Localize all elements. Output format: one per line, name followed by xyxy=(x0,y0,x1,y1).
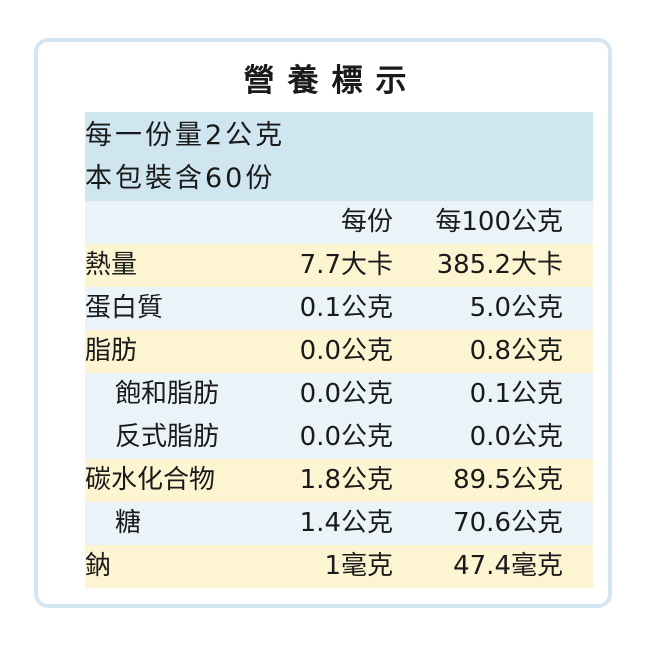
value-per-serving: 1.8公克 xyxy=(299,465,393,495)
value-per-100g: 0.8公克 xyxy=(469,336,563,366)
value-per-serving: 0.0公克 xyxy=(299,336,393,366)
nutrient-row-saturated-fat: 飽和脂肪 0.0公克 0.1公克 xyxy=(85,373,593,416)
nutrient-row-trans-fat: 反式脂肪 0.0公克 0.0公克 xyxy=(85,416,593,459)
value-per-serving: 7.7大卡 xyxy=(299,250,393,280)
nutrient-name: 蛋白質 xyxy=(85,293,164,323)
label-title: 營養標示 xyxy=(243,63,420,99)
servings-per-package: 本包裝含60份 xyxy=(85,163,276,194)
serving-size: 每一份量2公克 xyxy=(85,120,286,151)
value-per-100g: 47.4毫克 xyxy=(453,551,563,581)
nutrient-row-protein: 蛋白質 0.1公克 5.0公克 xyxy=(85,287,593,330)
column-header-per-100g: 每100公克 xyxy=(435,207,563,237)
value-per-serving: 0.0公克 xyxy=(299,422,393,452)
value-per-100g: 385.2大卡 xyxy=(436,250,563,280)
value-per-serving: 0.1公克 xyxy=(299,293,393,323)
value-per-100g: 89.5公克 xyxy=(453,465,563,495)
column-header-row: 每份 每100公克 xyxy=(85,201,593,244)
nutrient-row-carbohydrate: 碳水化合物 1.8公克 89.5公克 xyxy=(85,459,593,502)
nutrient-name: 飽和脂肪 xyxy=(115,379,220,409)
value-per-100g: 5.0公克 xyxy=(469,293,563,323)
nutrient-name: 鈉 xyxy=(85,551,112,581)
nutrient-name: 反式脂肪 xyxy=(115,422,220,452)
value-per-100g: 0.0公克 xyxy=(469,422,563,452)
value-per-serving: 1.4公克 xyxy=(299,508,393,538)
nutrient-row-fat: 脂肪 0.0公克 0.8公克 xyxy=(85,330,593,373)
value-per-serving: 1毫克 xyxy=(324,551,393,581)
nutrient-row-sugar: 糖 1.4公克 70.6公克 xyxy=(85,502,593,545)
value-per-serving: 0.0公克 xyxy=(299,379,393,409)
value-per-100g: 0.1公克 xyxy=(469,379,563,409)
nutrient-name: 碳水化合物 xyxy=(85,465,216,495)
nutrient-name: 熱量 xyxy=(85,250,138,280)
serving-info-block: 每一份量2公克 本包裝含60份 xyxy=(85,112,593,201)
nutrient-name: 糖 xyxy=(115,508,142,538)
column-header-per-serving: 每份 xyxy=(340,207,393,237)
nutrient-row-calories: 熱量 7.7大卡 385.2大卡 xyxy=(85,244,593,287)
value-per-100g: 70.6公克 xyxy=(453,508,563,538)
nutrient-row-sodium: 鈉 1毫克 47.4毫克 xyxy=(85,545,593,588)
nutrient-name: 脂肪 xyxy=(85,336,138,366)
